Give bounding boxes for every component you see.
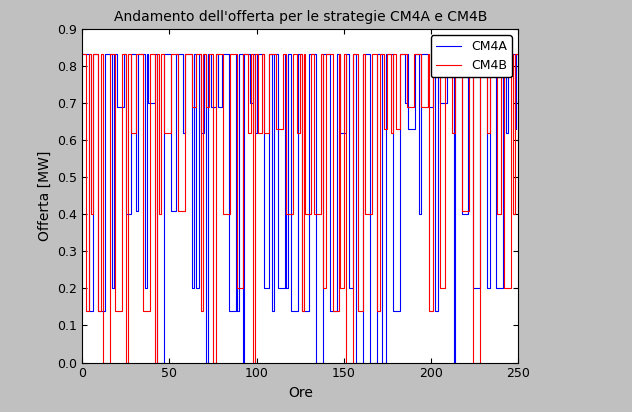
Y-axis label: Offerta [MW]: Offerta [MW] bbox=[38, 150, 52, 241]
Line: CM4A: CM4A bbox=[82, 54, 518, 363]
CM4B bbox=[213, 51, 221, 56]
CM4B bbox=[483, 51, 490, 56]
CM4B bbox=[514, 51, 522, 56]
CM4A bbox=[154, 360, 161, 365]
X-axis label: Ore: Ore bbox=[288, 386, 313, 400]
CM4B bbox=[99, 360, 107, 365]
CM4A bbox=[349, 51, 356, 56]
CM4A bbox=[207, 104, 215, 109]
CM4A bbox=[514, 51, 522, 56]
CM4A bbox=[483, 51, 490, 56]
CM4A bbox=[265, 286, 272, 291]
Title: Andamento dell'offerta per le strategie CM4A e CM4B: Andamento dell'offerta per le strategie … bbox=[114, 9, 487, 23]
CM4B bbox=[78, 51, 86, 56]
CM4B bbox=[202, 51, 210, 56]
Legend: CM4A, CM4B: CM4A, CM4B bbox=[431, 35, 512, 77]
CM4A bbox=[213, 51, 221, 56]
Line: CM4B: CM4B bbox=[82, 54, 518, 363]
CM4B bbox=[279, 126, 286, 131]
CM4A bbox=[202, 51, 210, 56]
CM4B bbox=[209, 360, 217, 365]
CM4B bbox=[349, 51, 356, 56]
CM4A bbox=[78, 51, 86, 56]
